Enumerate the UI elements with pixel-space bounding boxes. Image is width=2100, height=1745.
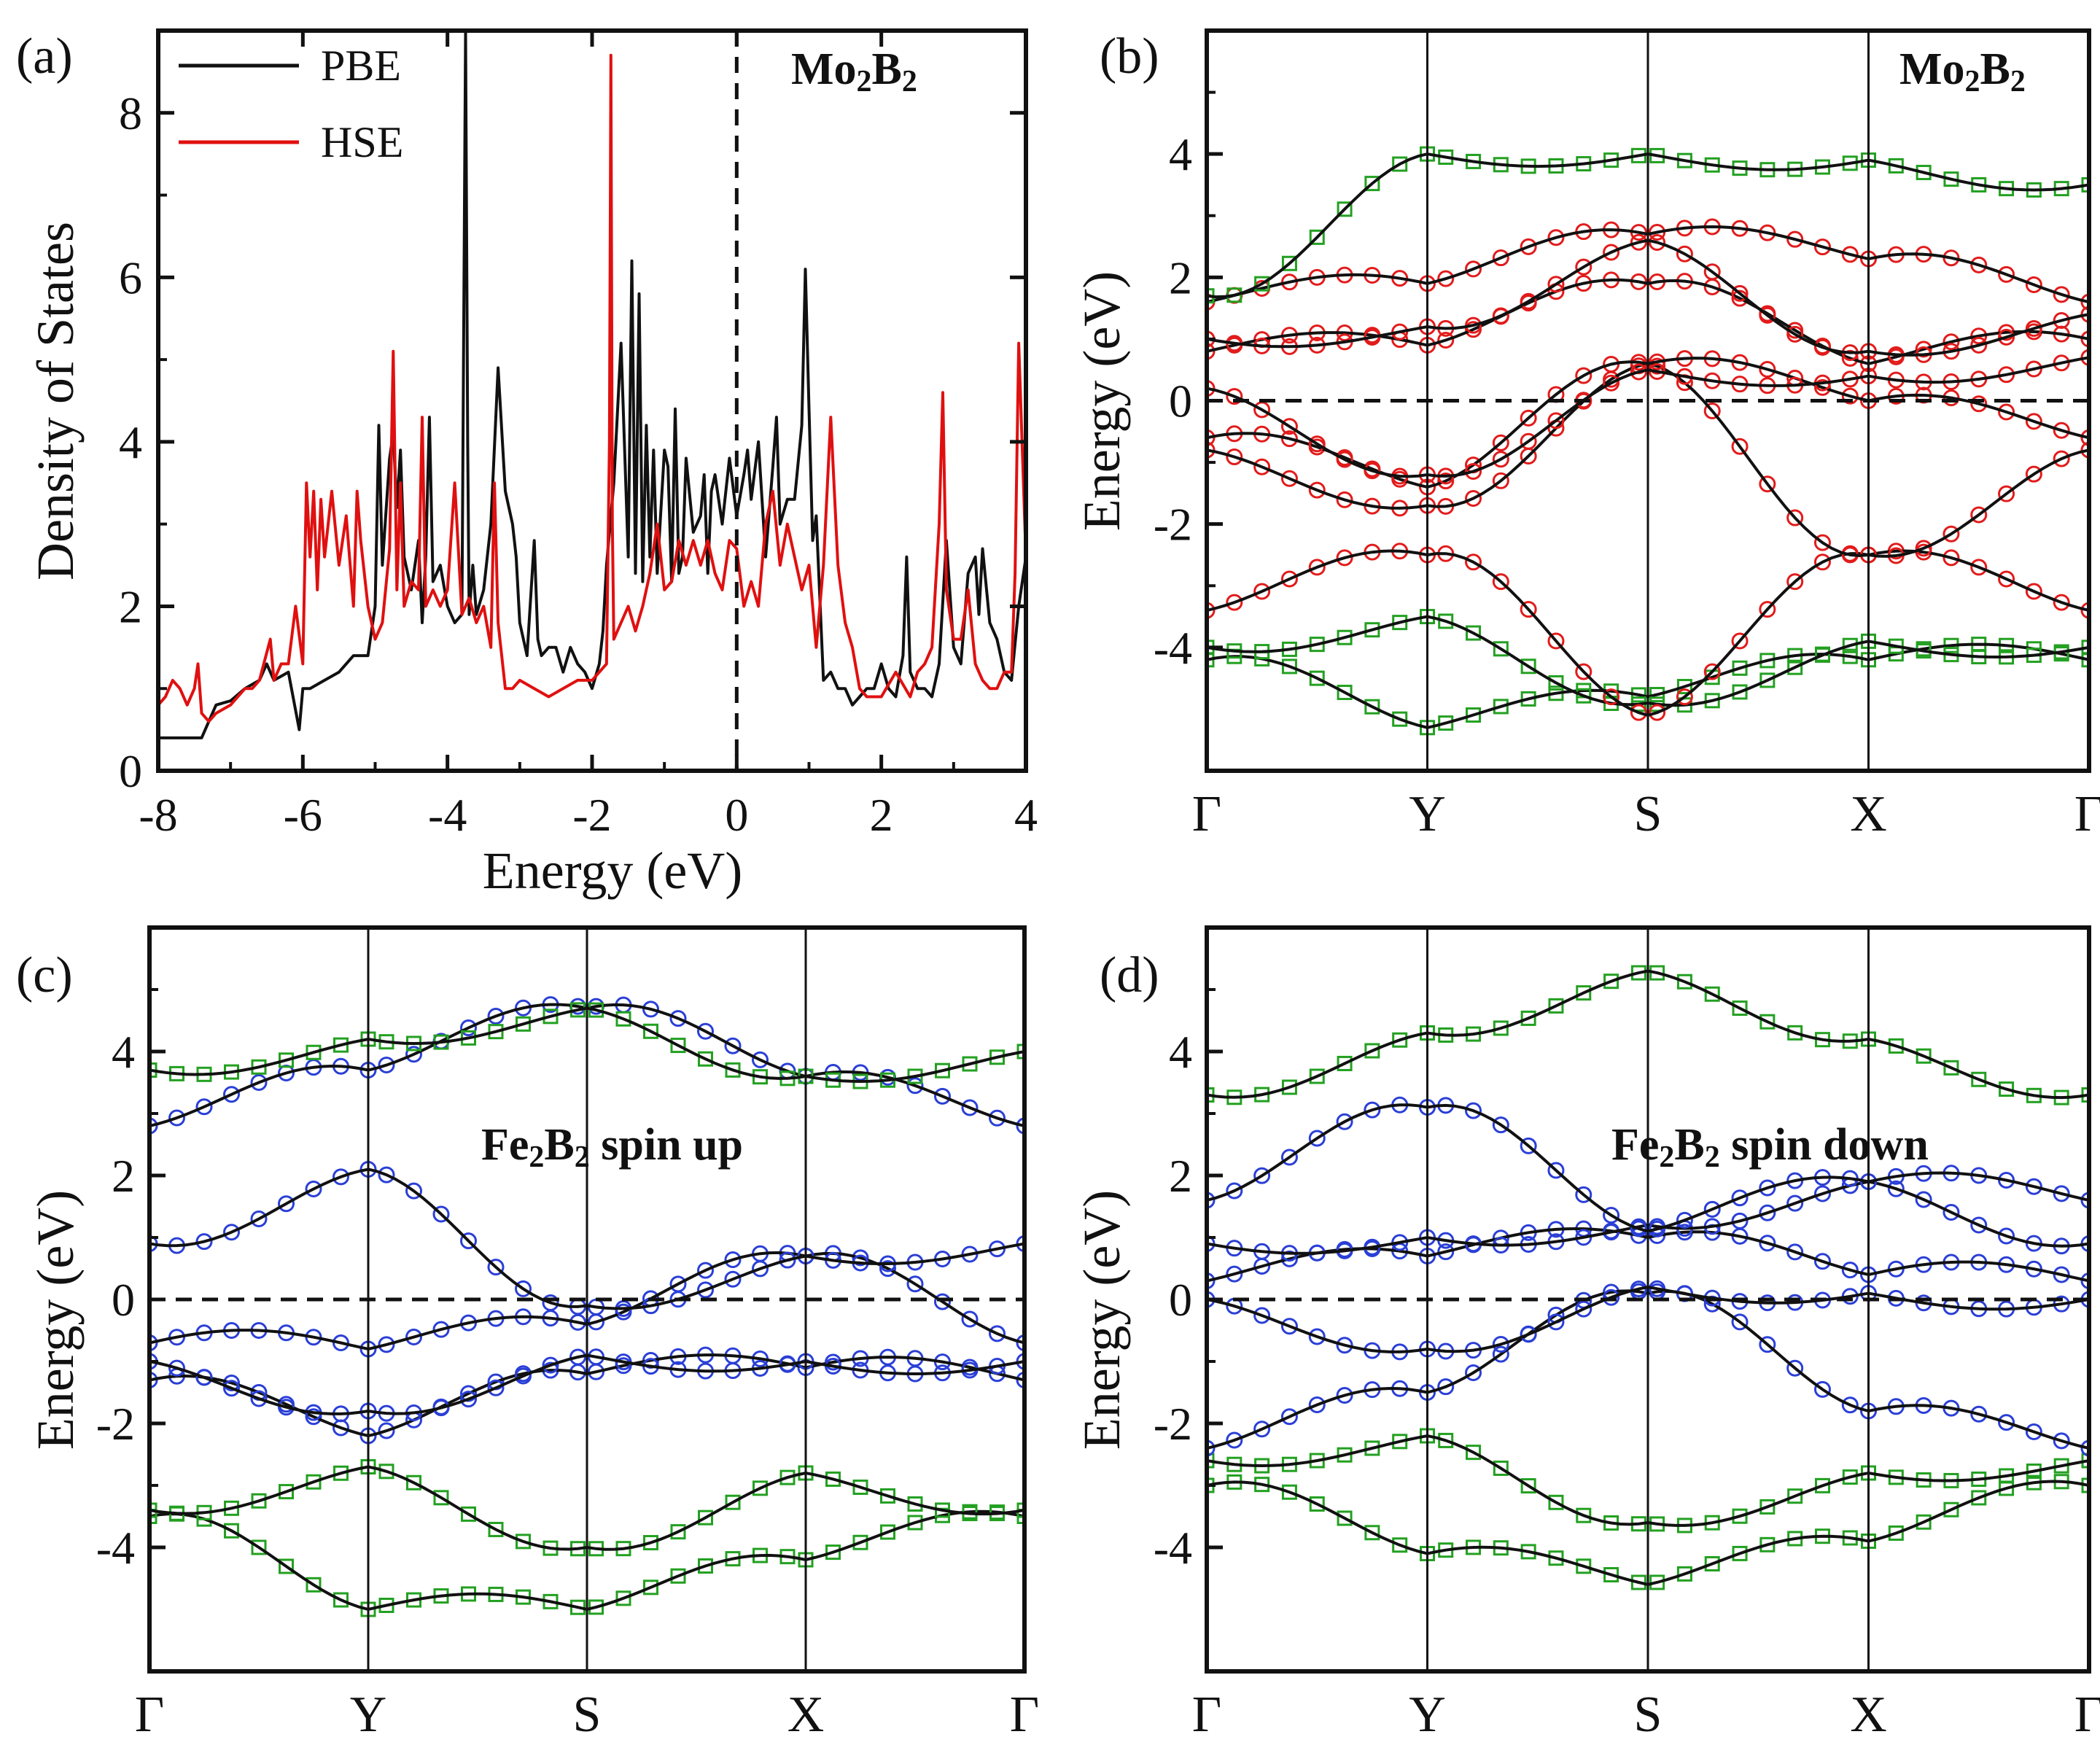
dos-series-lines <box>158 31 1026 739</box>
x-tick-label: -2 <box>572 789 611 841</box>
kpoint-label: X <box>1850 1687 1887 1743</box>
kpoint-label: Y <box>1409 1687 1446 1743</box>
x-tick-label: -6 <box>284 789 322 841</box>
y-tick-label: -2 <box>1154 1398 1192 1450</box>
plot-frame-group: -4 -2 0 2 4 Γ Y S X Γ <box>1154 28 2100 842</box>
kpoint-label: S <box>573 1687 602 1743</box>
y-tick-label: 4 <box>119 416 142 468</box>
kpoint-label: Y <box>1409 786 1446 842</box>
y-tick-label: 0 <box>119 745 142 797</box>
y-tick-label: 6 <box>119 252 142 303</box>
kpoint-label: Γ <box>1192 1687 1221 1743</box>
y-axis-label: Density of States <box>26 222 85 580</box>
compound-title: Mo2B2 <box>791 44 917 98</box>
compound-title: Mo2B2 <box>1899 44 2026 98</box>
kpoint-label: X <box>1850 786 1887 842</box>
kpoint-label: Γ <box>1192 786 1221 842</box>
y-tick-label: 2 <box>119 580 142 632</box>
y-axis-label: Energy (eV) <box>26 1190 85 1450</box>
compound-title: Fe2B2 spin up <box>481 1120 743 1174</box>
legend: PBE HSE <box>179 42 403 166</box>
x-tick-label: 2 <box>870 789 893 841</box>
panel-tag: (b) <box>1100 28 1159 85</box>
y-tick-label: -4 <box>96 1522 135 1574</box>
kpoint-label: S <box>1634 786 1662 842</box>
panel-b-band-structure: -4 -2 0 2 4 Γ Y S X Γ (b) Energy (eV) Mo2B2 <box>1073 28 2100 842</box>
series-hse <box>158 53 1026 723</box>
kpoint-label: Γ <box>1010 1687 1039 1743</box>
y-tick-label: 4 <box>1169 1026 1192 1078</box>
y-tick-label: -4 <box>1154 622 1192 674</box>
y-tick-label: 0 <box>1169 376 1192 427</box>
y-tick-label: 0 <box>112 1274 135 1326</box>
kpoint-label: X <box>788 1687 825 1743</box>
plot-frame-group: -4 -2 0 2 4 Γ Y S X Γ <box>96 925 1039 1743</box>
y-tick-label: -2 <box>96 1398 135 1450</box>
y-tick-label: 8 <box>119 88 142 139</box>
y-tick-label: 2 <box>1169 252 1192 303</box>
panel-tag: (a) <box>16 28 73 85</box>
panel-tag: (c) <box>16 947 73 1003</box>
x-axis-ticks: -8 -6 -4 -2 0 2 4 <box>139 31 1038 841</box>
y-tick-label: 4 <box>1169 128 1192 180</box>
panel-c-band-structure: -4 -2 0 2 4 Γ Y S X Γ (c) Energy (eV) Fe2B2 spin … <box>16 925 1039 1743</box>
x-tick-label: -4 <box>428 789 467 841</box>
x-tick-label: -8 <box>139 789 177 841</box>
kpoint-label: S <box>1634 1687 1662 1743</box>
x-tick-label: 0 <box>725 789 748 841</box>
y-tick-label: -4 <box>1154 1522 1192 1574</box>
legend-pbe-label: PBE <box>321 42 401 90</box>
y-tick-label: 2 <box>1169 1150 1192 1202</box>
panel-d-band-structure: -4 -2 0 2 4 Γ Y S X Γ (d) Energy (eV) Fe2B2 spin … <box>1073 925 2100 1743</box>
plot-frame-group: -4 -2 0 2 4 Γ Y S X Γ <box>1154 925 2100 1743</box>
x-tick-label: 4 <box>1014 789 1038 841</box>
series-pbe <box>158 31 1026 739</box>
y-tick-label: 0 <box>1169 1274 1192 1326</box>
compound-title: Fe2B2 spin down <box>1611 1120 1929 1174</box>
y-tick-label: 4 <box>112 1026 135 1078</box>
panel-tag: (d) <box>1100 947 1159 1003</box>
y-axis-ticks: 0 2 4 6 8 <box>119 29 1026 797</box>
y-axis-label: Energy (eV) <box>1073 271 1131 532</box>
y-axis-label: Energy (eV) <box>1073 1190 1131 1450</box>
band-lines <box>149 996 1024 1617</box>
kpoint-label: Γ <box>2074 1687 2100 1743</box>
x-axis-label: Energy (eV) <box>483 842 743 900</box>
kpoint-label: Y <box>350 1687 387 1743</box>
legend-hse-label: HSE <box>321 118 403 166</box>
kpoint-label: Γ <box>135 1687 164 1743</box>
y-tick-label: -2 <box>1154 499 1192 551</box>
y-tick-label: 2 <box>112 1150 135 1202</box>
kpoint-label: Γ <box>2074 786 2100 842</box>
